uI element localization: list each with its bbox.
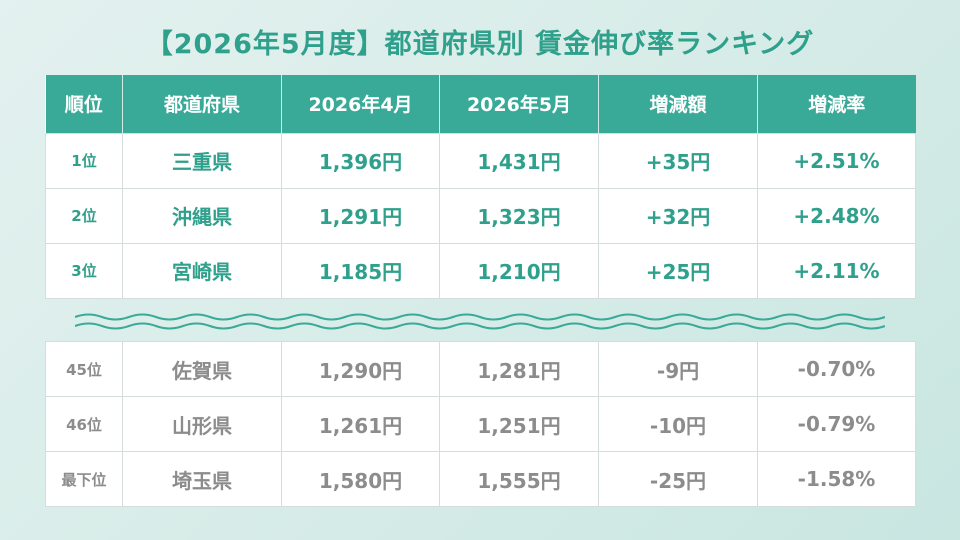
- may-cell: 1,431円: [439, 132, 599, 189]
- header-april: 2026年4月: [281, 75, 440, 133]
- rate-cell: -1.58%: [757, 451, 916, 507]
- april-cell: 1,290円: [281, 341, 440, 397]
- april-cell: 1,185円: [281, 242, 440, 299]
- table-row: 45位 佐賀県 1,290円 1,281円 -9円 -0.70%: [45, 341, 916, 397]
- table-row: 最下位 埼玉県 1,580円 1,555円 -25円 -1.58%: [45, 451, 916, 507]
- table-row: 46位 山形県 1,261円 1,251円 -10円 -0.79%: [45, 396, 916, 452]
- april-cell: 1,261円: [281, 396, 440, 452]
- diff-cell: -25円: [598, 451, 758, 507]
- april-cell: 1,291円: [281, 187, 440, 244]
- rate-cell: -0.79%: [757, 396, 916, 452]
- prefecture-cell: 沖縄県: [122, 187, 282, 244]
- diff-cell: -10円: [598, 396, 758, 452]
- rate-cell: +2.48%: [757, 187, 916, 244]
- rank-cell: 1位: [45, 132, 123, 189]
- header-may: 2026年5月: [439, 75, 599, 133]
- wave-divider-icon: [75, 313, 885, 330]
- prefecture-cell: 宮崎県: [122, 242, 282, 299]
- may-cell: 1,210円: [439, 242, 599, 299]
- prefecture-cell: 埼玉県: [122, 451, 282, 507]
- rank-cell: 最下位: [45, 451, 123, 507]
- rank-cell: 46位: [45, 396, 123, 452]
- top-ranking-table: 順位 都道府県 2026年4月 2026年5月 増減額 増減率 1位 三重県 1…: [45, 75, 916, 299]
- bottom-ranking-table: 45位 佐賀県 1,290円 1,281円 -9円 -0.70% 46位 山形県…: [45, 341, 916, 507]
- rank-cell: 3位: [45, 242, 123, 299]
- rate-cell: +2.11%: [757, 242, 916, 299]
- may-cell: 1,323円: [439, 187, 599, 244]
- may-cell: 1,555円: [439, 451, 599, 507]
- rank-cell: 45位: [45, 341, 123, 397]
- prefecture-cell: 佐賀県: [122, 341, 282, 397]
- header-row: 順位 都道府県 2026年4月 2026年5月 増減額 増減率: [45, 75, 916, 133]
- table-row: 2位 沖縄県 1,291円 1,323円 +32円 +2.48%: [45, 187, 916, 244]
- diff-cell: -9円: [598, 341, 758, 397]
- april-cell: 1,580円: [281, 451, 440, 507]
- april-cell: 1,396円: [281, 132, 440, 189]
- rate-cell: +2.51%: [757, 132, 916, 189]
- may-cell: 1,281円: [439, 341, 599, 397]
- header-prefecture: 都道府県: [122, 75, 282, 133]
- may-cell: 1,251円: [439, 396, 599, 452]
- table-row: 1位 三重県 1,396円 1,431円 +35円 +2.51%: [45, 132, 916, 189]
- diff-cell: +25円: [598, 242, 758, 299]
- header-rate: 増減率: [757, 75, 916, 133]
- table-row: 3位 宮崎県 1,185円 1,210円 +25円 +2.11%: [45, 242, 916, 299]
- prefecture-cell: 山形県: [122, 396, 282, 452]
- header-rank: 順位: [45, 75, 123, 133]
- diff-cell: +32円: [598, 187, 758, 244]
- header-diff: 増減額: [598, 75, 758, 133]
- prefecture-cell: 三重県: [122, 132, 282, 189]
- rank-cell: 2位: [45, 187, 123, 244]
- page-title: 【2026年5月度】都道府県別 賃金伸び率ランキング: [145, 29, 815, 60]
- diff-cell: +35円: [598, 132, 758, 189]
- rate-cell: -0.70%: [757, 341, 916, 397]
